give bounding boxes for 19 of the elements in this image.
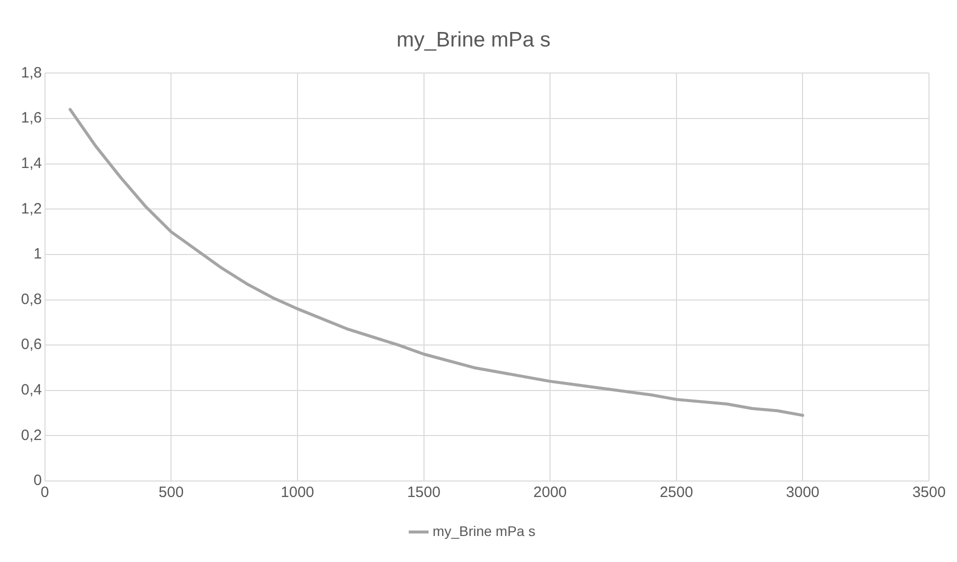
x-tick-label: 1500 xyxy=(407,484,440,502)
x-tick-label: 2500 xyxy=(660,484,694,502)
x-tick-label: 500 xyxy=(158,484,184,502)
y-tick-label: 1,4 xyxy=(20,154,42,172)
legend-label: my_Brine mPa s xyxy=(432,522,536,539)
x-tick-label: 3500 xyxy=(912,484,946,502)
y-tick-label: 0,2 xyxy=(20,426,42,444)
y-tick-label: 0,6 xyxy=(20,336,42,354)
y-tick-label: 1,6 xyxy=(20,110,42,127)
chart-title: my_Brine mPa s xyxy=(396,28,551,52)
x-tick-label: 1000 xyxy=(280,484,314,502)
y-tick-label: 1,8 xyxy=(20,64,42,82)
y-tick-label: 0 xyxy=(34,472,42,490)
x-tick-label: 3000 xyxy=(786,484,820,502)
y-tick-label: 0,8 xyxy=(20,290,42,308)
y-tick-label: 1 xyxy=(34,246,42,263)
y-tick-label: 1,2 xyxy=(20,200,42,218)
y-tick-label: 0,4 xyxy=(20,382,42,399)
x-tick-label: 2000 xyxy=(533,484,567,502)
